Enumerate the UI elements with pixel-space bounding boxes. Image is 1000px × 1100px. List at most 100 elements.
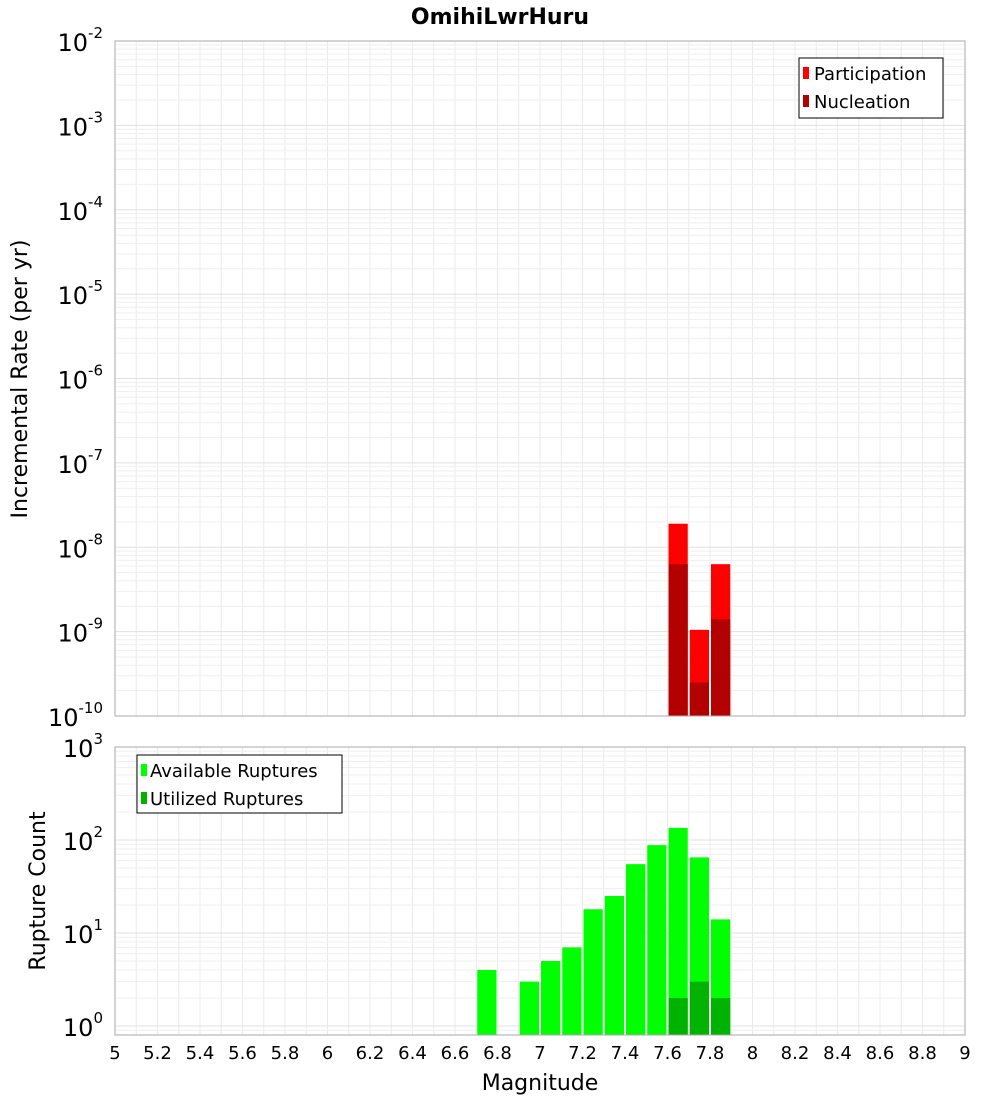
bar-available-ruptures [562,947,582,1035]
x-tick-label: 9 [959,1043,970,1064]
x-tick-label: 6.2 [356,1043,385,1064]
bar-nucleation [711,619,731,716]
y-tick-exponent: -2 [88,24,103,42]
y-tick-base: 10 [63,828,94,856]
y-tick-exponent: 0 [93,1009,103,1027]
legend-label-participation: Participation [814,64,926,85]
y-tick-exponent: -7 [88,446,103,464]
y-tick-base: 10 [57,451,88,479]
x-tick-label: 5.8 [271,1043,300,1064]
bar-utilized-ruptures [689,981,709,1035]
legend-label-nucleation: Nucleation [814,92,910,113]
top-plot-grid [114,40,966,717]
y-tick-base: 10 [57,620,88,648]
top-plot-frame [114,40,966,717]
x-tick-label: 8.2 [781,1043,810,1064]
bottom-plot-bars [477,827,731,1035]
x-axis-label: Magnitude [482,1071,599,1096]
y-tick-label: 10-2 [57,24,103,57]
legend-label-available-ruptures: Available Ruptures [150,761,318,782]
x-tick-label: 6.4 [398,1043,427,1064]
y-tick-base: 10 [48,704,79,732]
y-tick-exponent: -10 [79,699,104,717]
x-tick-label: 7.6 [653,1043,682,1064]
top-plot-bars [668,523,731,716]
y-tick-exponent: -6 [88,362,103,380]
bottom-legend: Available Ruptures Utilized Ruptures [136,754,343,814]
y-tick-base: 10 [57,282,88,310]
y-tick-exponent: 3 [93,730,103,748]
legend-swatch-participation [803,67,809,79]
bar-available-ruptures [668,827,688,1035]
y-tick-label: 10-6 [57,362,103,395]
y-tick-exponent: -5 [88,277,103,295]
bar-utilized-ruptures [711,997,731,1035]
bar-available-ruptures [626,864,646,1035]
x-tick-label: 8.4 [823,1043,852,1064]
top-legend: Participation Nucleation [798,57,944,119]
bottom-y-axis-label: Rupture Count [26,811,51,971]
bar-nucleation [668,564,688,716]
bottom-plot-frame [114,746,966,1036]
bar-available-ruptures [604,895,624,1035]
y-tick-label: 10-5 [57,277,103,310]
bar-available-ruptures [583,909,603,1035]
chart-title: OmihiLwrHuru [411,5,589,30]
x-tick-label: 6 [322,1043,333,1064]
x-tick-labels: 5 5.2 5.4 5.6 5.8 6 6.2 6.4 6.6 6.8 7 7.2 7.4 7.6 7.8 8… [109,1043,970,1064]
y-tick-base: 10 [57,198,88,226]
y-tick-base: 10 [63,921,94,949]
x-tick-label: 5.4 [186,1043,215,1064]
legend-swatch-nucleation [803,95,809,107]
y-tick-label: 101 [63,916,103,949]
legend-label-utilized-ruptures: Utilized Ruptures [150,789,303,810]
y-tick-label: 100 [63,1009,103,1042]
x-tick-label: 6.6 [441,1043,470,1064]
x-tick-label: 6.8 [483,1043,512,1064]
y-tick-label: 10-8 [57,530,103,563]
y-tick-label: 103 [63,730,103,763]
y-tick-label: 10-4 [57,193,103,226]
y-tick-base: 10 [63,1014,94,1042]
y-tick-exponent: -9 [88,615,103,633]
bar-available-ruptures [541,960,561,1035]
x-tick-label: 7 [534,1043,545,1064]
y-tick-base: 10 [57,367,88,395]
y-tick-exponent: 2 [93,823,103,841]
bar-available-ruptures [477,969,497,1035]
y-tick-base: 10 [63,735,94,763]
bar-nucleation [689,682,709,716]
bar-available-ruptures [647,845,667,1035]
x-tick-label: 7.2 [568,1043,597,1064]
x-tick-label: 7.8 [696,1043,725,1064]
bar-available-ruptures [519,981,539,1035]
x-tick-label: 8.8 [908,1043,937,1064]
y-tick-base: 10 [57,29,88,57]
y-tick-exponent: -4 [88,193,103,211]
legend-swatch-available-ruptures [141,764,147,776]
x-tick-label: 7.4 [611,1043,640,1064]
x-tick-label: 5.2 [143,1043,172,1064]
y-tick-base: 10 [57,535,88,563]
x-tick-label: 8 [747,1043,758,1064]
y-tick-exponent: -8 [88,530,103,548]
y-tick-base: 10 [57,113,88,141]
bottom-legend-box [136,754,343,814]
y-tick-exponent: -3 [88,108,103,126]
bar-utilized-ruptures [668,997,688,1035]
top-legend-box [798,57,944,119]
y-tick-label: 102 [63,823,103,856]
y-tick-label: 10-9 [57,615,103,648]
y-tick-label: 10-7 [57,446,103,479]
x-tick-label: 5.6 [228,1043,257,1064]
x-tick-label: 5 [109,1043,120,1064]
y-tick-label: 10-3 [57,108,103,141]
y-tick-label: 10-10 [48,699,103,732]
x-tick-label: 8.6 [866,1043,895,1064]
y-tick-exponent: 1 [93,916,103,934]
top-y-axis-label: Incremental Rate (per yr) [8,240,33,519]
legend-swatch-utilized-ruptures [141,792,147,804]
